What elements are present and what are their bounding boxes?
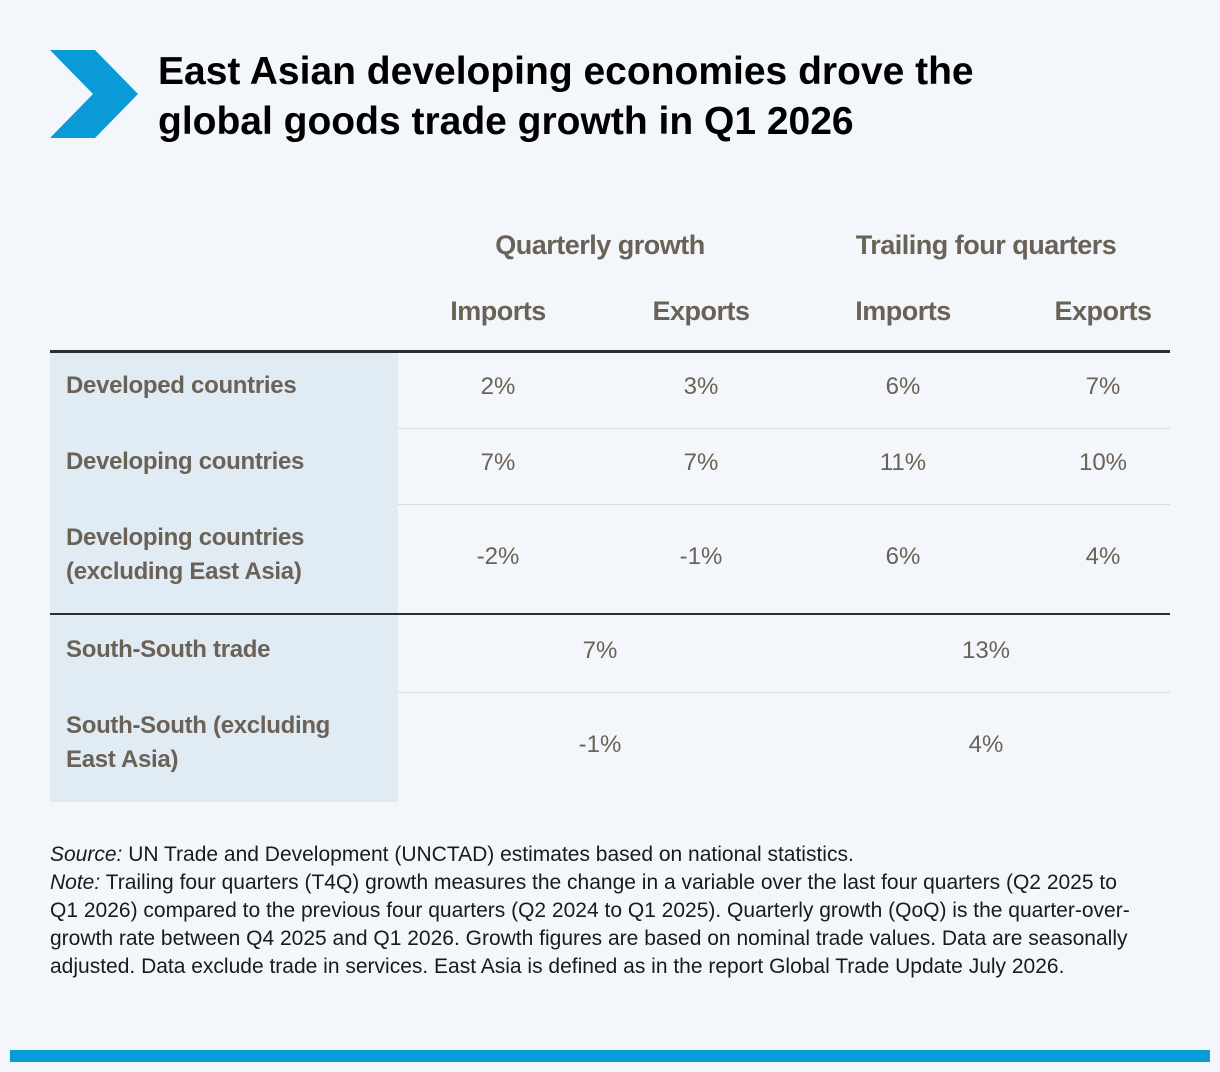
- source-label: Source:: [50, 843, 123, 866]
- column-header-qoq-exports: Exports: [652, 296, 750, 326]
- row-label-developed: Developed countries: [66, 372, 297, 399]
- trade-growth-table: Quarterly growth Trailing four quarters …: [50, 220, 1170, 820]
- title-line-1: East Asian developing economies drove th…: [158, 50, 974, 93]
- cell-developing-ex-t4q-exports: 4%: [1085, 543, 1121, 570]
- footnote: Source: UN Trade and Development (UNCTAD…: [50, 841, 1150, 981]
- section-rule: [50, 613, 1170, 615]
- cell-developing-ex-t4q-imports: 6%: [885, 543, 921, 570]
- row-label-south-south: South-South trade: [66, 636, 271, 663]
- source-note: Source: UN Trade and Development (UNCTAD…: [50, 841, 1150, 869]
- row-divider: [398, 504, 1170, 505]
- cell-south-south-ex-qoq: -1%: [578, 731, 622, 758]
- page-title: East Asian developing economies drove th…: [158, 47, 1158, 147]
- row-label-line: (excluding East Asia): [66, 558, 302, 585]
- row-label-line: Developing countries: [66, 524, 305, 551]
- cell-developed-t4q-imports: 6%: [885, 373, 921, 400]
- source-text: UN Trade and Development (UNCTAD) estima…: [122, 843, 854, 866]
- cell-developed-t4q-exports: 7%: [1085, 373, 1121, 400]
- row-label-developing-ex-east-asia: Developing countries (excluding East Asi…: [66, 521, 304, 589]
- cell-south-south-t4q: 13%: [961, 637, 1011, 664]
- title-line-2: global goods trade growth in Q1 2026: [158, 100, 854, 143]
- column-header-t4q-imports: Imports: [855, 296, 951, 326]
- cell-developing-t4q-imports: 11%: [879, 449, 927, 476]
- cell-south-south-qoq: 7%: [582, 637, 618, 664]
- cell-developing-qoq-imports: 7%: [480, 449, 516, 476]
- row-header-background: [50, 352, 398, 802]
- row-divider: [398, 428, 1170, 429]
- row-divider: [398, 692, 1170, 693]
- header-rule: [50, 350, 1170, 353]
- cell-developing-ex-qoq-imports: -2%: [476, 543, 520, 570]
- cell-developing-ex-qoq-exports: -1%: [679, 543, 723, 570]
- group-header-trailing: Trailing four quarters: [855, 230, 1117, 260]
- method-note: Note: Trailing four quarters (T4Q) growt…: [50, 869, 1150, 981]
- cell-developed-qoq-imports: 2%: [480, 373, 516, 400]
- group-header-quarterly: Quarterly growth: [495, 230, 705, 260]
- column-header-t4q-exports: Exports: [1054, 296, 1152, 326]
- cell-developing-t4q-exports: 10%: [1078, 449, 1128, 476]
- cell-developed-qoq-exports: 3%: [683, 373, 719, 400]
- note-label: Note:: [50, 871, 101, 894]
- column-header-qoq-imports: Imports: [450, 296, 546, 326]
- bottom-accent-bar: [10, 1050, 1210, 1062]
- row-label-line: South-South (excluding: [66, 712, 331, 739]
- row-label-line: East Asia): [66, 746, 179, 773]
- cell-developing-qoq-exports: 7%: [683, 449, 719, 476]
- note-text: Trailing four quarters (T4Q) growth meas…: [50, 871, 1130, 978]
- row-label-south-south-ex-east-asia: South-South (excluding East Asia): [66, 709, 330, 777]
- chevron-right-icon: [50, 50, 138, 138]
- cell-south-south-ex-t4q: 4%: [968, 731, 1004, 758]
- row-label-developing: Developing countries: [66, 448, 305, 475]
